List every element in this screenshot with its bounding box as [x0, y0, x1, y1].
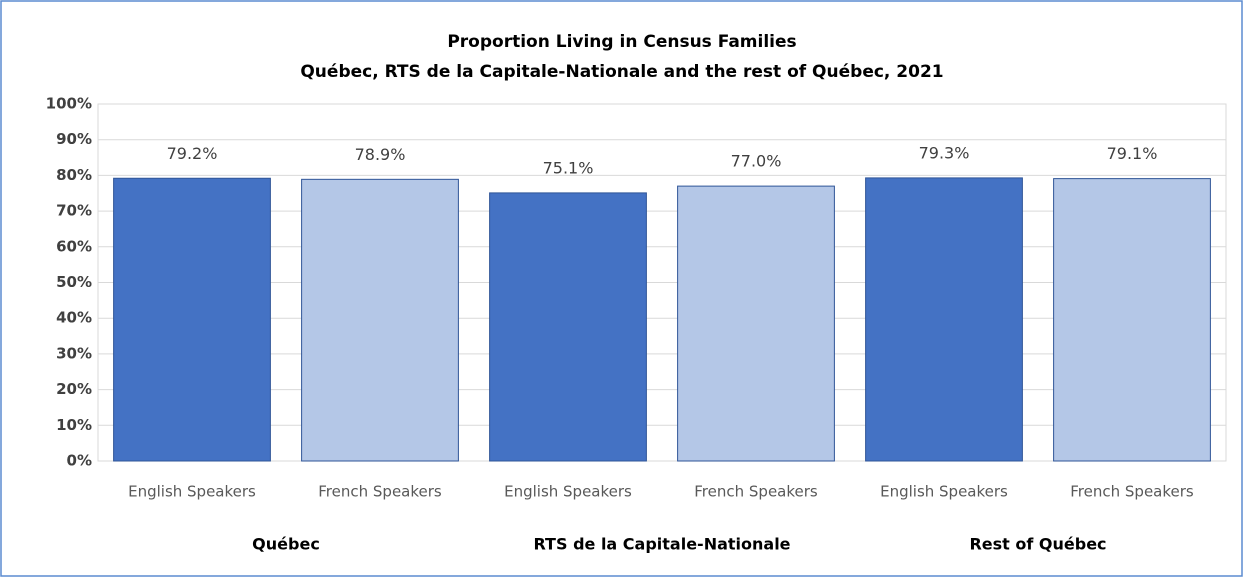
y-tick-label: 100% [46, 95, 92, 113]
bar [1053, 178, 1211, 462]
y-tick-label: 50% [56, 273, 92, 291]
x-tick-label: English Speakers [504, 483, 632, 501]
x-tick-label: English Speakers [128, 483, 256, 501]
value-label: 79.2% [167, 144, 218, 163]
value-label: 77.0% [731, 152, 782, 171]
value-label: 79.3% [919, 143, 970, 162]
x-tick-label: French Speakers [694, 483, 818, 501]
bar [113, 177, 271, 462]
y-tick-label: 30% [56, 344, 92, 362]
bar [677, 185, 835, 462]
x-tick-label: English Speakers [880, 483, 1008, 501]
group-label: RTS de la Capitale-Nationale [533, 535, 790, 554]
y-tick-label: 90% [56, 130, 92, 148]
value-label: 78.9% [355, 145, 406, 164]
group-label: Rest of Québec [969, 535, 1106, 554]
y-tick-label: 70% [56, 202, 92, 220]
group-label: Québec [252, 535, 320, 554]
bar [489, 192, 647, 462]
y-tick-label: 60% [56, 237, 92, 255]
bar [865, 177, 1023, 462]
y-tick-label: 10% [56, 416, 92, 434]
chart-subtitle: Québec, RTS de la Capitale-Nationale and… [300, 62, 943, 82]
value-label: 75.1% [543, 158, 594, 177]
chart-title: Proportion Living in Census Families [447, 32, 796, 52]
y-tick-label: 80% [56, 166, 92, 184]
bar [301, 178, 459, 462]
x-tick-label: French Speakers [1070, 483, 1194, 501]
y-tick-label: 20% [56, 380, 92, 398]
y-tick-label: 0% [67, 452, 92, 470]
x-tick-label: French Speakers [318, 483, 442, 501]
y-tick-label: 40% [56, 309, 92, 327]
value-label: 79.1% [1107, 144, 1158, 163]
